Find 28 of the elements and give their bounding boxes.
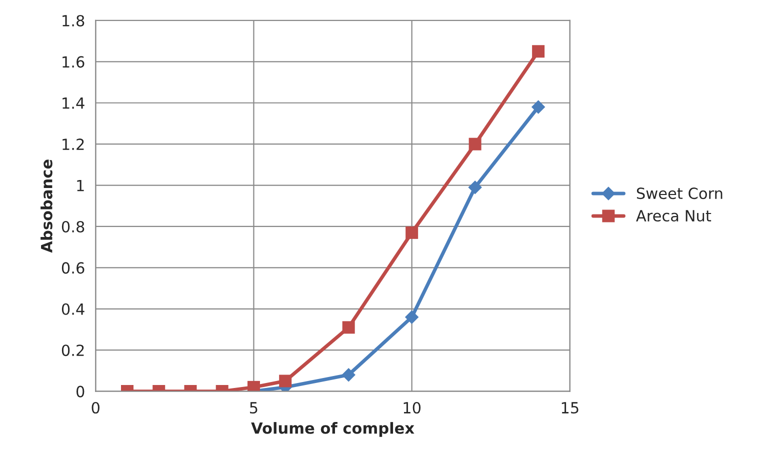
point <box>279 374 292 388</box>
x-tick-label: 10 <box>404 402 421 414</box>
point <box>404 310 419 324</box>
y-tick-label: 0.2 <box>62 344 84 356</box>
legend-label: Sweet Corn <box>636 188 722 200</box>
point <box>468 180 482 194</box>
point <box>468 138 482 150</box>
y-tick-label: 1 <box>77 180 84 192</box>
point <box>342 321 355 334</box>
y-tick-label: 1.8 <box>62 14 84 26</box>
y-tick-label: 0.6 <box>62 262 84 274</box>
x-tick-label: 5 <box>250 402 258 414</box>
y-tick-label: 0 <box>76 386 84 398</box>
x-axis-title: Volume of complex <box>251 422 414 437</box>
point <box>342 368 356 382</box>
point <box>532 45 545 58</box>
y-tick-label: 1.6 <box>62 56 84 68</box>
y-tick-label: 1.2 <box>62 138 84 150</box>
point <box>406 226 418 239</box>
y-tick-label: 0.4 <box>62 303 84 315</box>
x-tick-label: 15 <box>562 402 578 414</box>
point <box>247 380 260 392</box>
y-tick-label: 1.4 <box>62 98 84 109</box>
y-axis-title: Absobance <box>40 160 52 253</box>
legend-label: Areca Nut <box>636 210 712 222</box>
point <box>531 100 546 114</box>
x-tick-label: 0 <box>92 402 100 414</box>
y-tick-label: 0.8 <box>62 220 84 233</box>
